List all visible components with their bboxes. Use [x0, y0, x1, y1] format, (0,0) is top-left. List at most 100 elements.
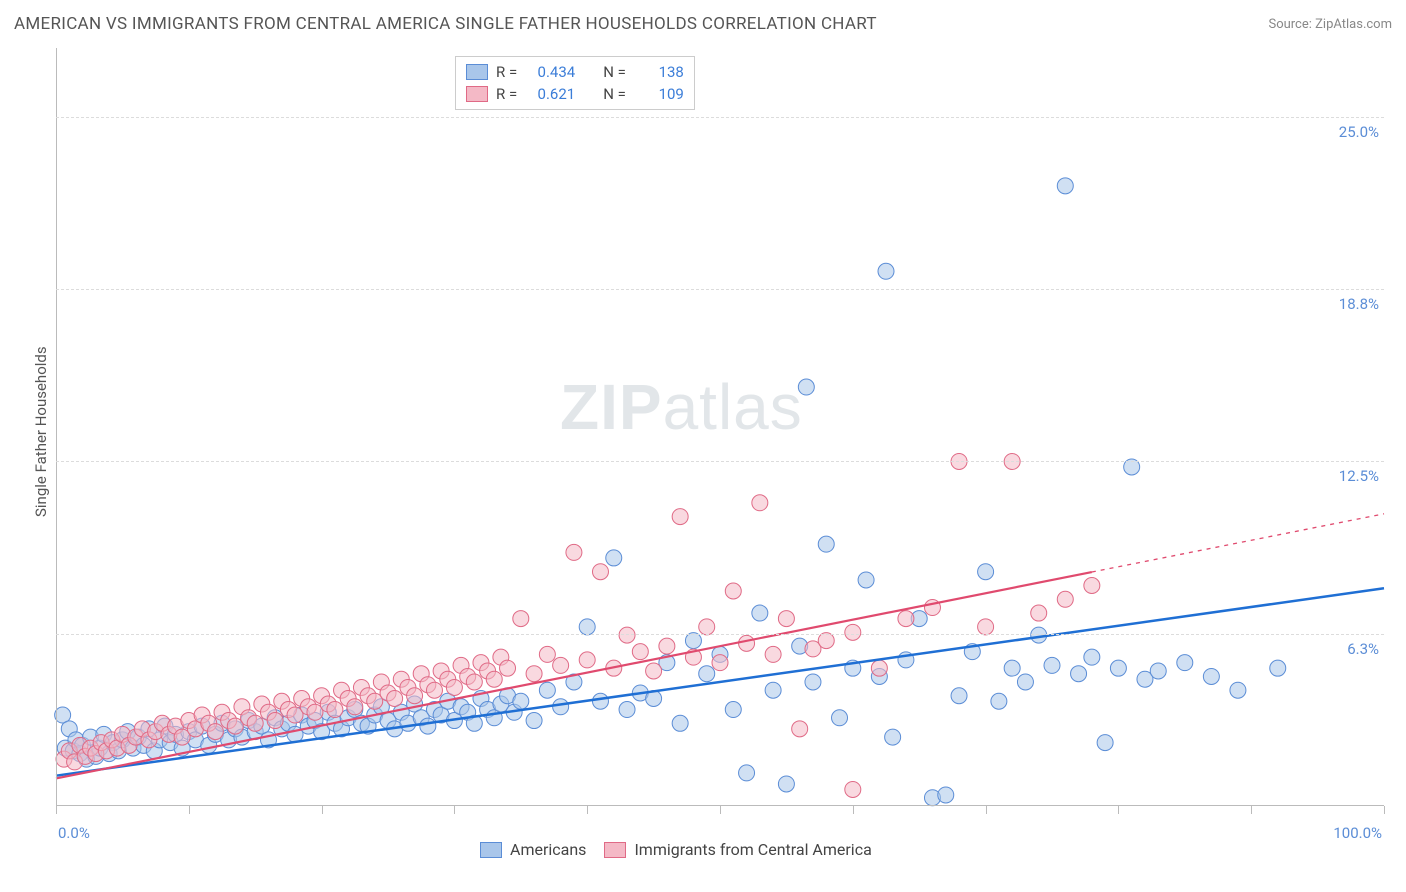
- data-point-immigrants: [500, 660, 516, 676]
- data-point-americans: [420, 718, 436, 734]
- data-point-americans: [1017, 674, 1033, 690]
- legend-correlation: R =0.434N =138R =0.621N =109: [455, 56, 695, 110]
- data-point-americans: [991, 693, 1007, 709]
- regression-line-americans: [56, 588, 1384, 775]
- data-point-americans: [699, 666, 715, 682]
- data-point-immigrants: [632, 644, 648, 660]
- data-point-immigrants: [792, 721, 808, 737]
- data-point-immigrants: [267, 713, 283, 729]
- data-point-americans: [1203, 668, 1219, 684]
- data-point-immigrants: [818, 633, 834, 649]
- data-point-immigrants: [898, 611, 914, 627]
- data-point-americans: [778, 776, 794, 792]
- data-point-americans: [553, 699, 569, 715]
- data-point-immigrants: [407, 688, 423, 704]
- y-tick-label: 6.3%: [1329, 640, 1379, 658]
- data-point-immigrants: [327, 702, 343, 718]
- data-point-immigrants: [486, 671, 502, 687]
- data-point-immigrants: [659, 638, 675, 654]
- data-point-americans: [539, 682, 555, 698]
- legend-swatch: [480, 842, 502, 858]
- data-point-immigrants: [466, 674, 482, 690]
- data-point-americans: [798, 379, 814, 395]
- data-point-americans: [752, 605, 768, 621]
- data-point-immigrants: [347, 699, 363, 715]
- data-point-immigrants: [712, 655, 728, 671]
- data-point-americans: [1044, 657, 1060, 673]
- data-point-americans: [1057, 178, 1073, 194]
- legend-correlation-row: R =0.434N =138: [466, 61, 684, 83]
- data-point-immigrants: [566, 544, 582, 560]
- source-label: Source: ZipAtlas.com: [1268, 17, 1392, 32]
- x-tick-label: 0.0%: [58, 824, 90, 842]
- data-point-immigrants: [526, 666, 542, 682]
- data-point-immigrants: [778, 611, 794, 627]
- x-tick-label: 100.0%: [1332, 824, 1382, 842]
- legend-series-label: Americans: [510, 840, 586, 859]
- data-point-immigrants: [871, 660, 887, 676]
- data-point-americans: [885, 729, 901, 745]
- data-point-immigrants: [207, 724, 223, 740]
- data-point-americans: [1084, 649, 1100, 665]
- data-point-americans: [1150, 663, 1166, 679]
- data-point-immigrants: [579, 652, 595, 668]
- data-point-americans: [878, 263, 894, 279]
- data-point-immigrants: [845, 624, 861, 640]
- data-point-immigrants: [672, 509, 688, 525]
- data-point-americans: [1270, 660, 1286, 676]
- data-point-immigrants: [646, 663, 662, 679]
- data-point-americans: [765, 682, 781, 698]
- y-tick-label: 25.0%: [1329, 123, 1379, 141]
- data-point-americans: [685, 633, 701, 649]
- data-point-immigrants: [446, 679, 462, 695]
- data-point-americans: [858, 572, 874, 588]
- legend-swatch: [466, 86, 488, 102]
- data-point-americans: [978, 564, 994, 580]
- data-point-americans: [818, 536, 834, 552]
- data-point-americans: [832, 710, 848, 726]
- data-point-immigrants: [1031, 605, 1047, 621]
- title-bar: AMERICAN VS IMMIGRANTS FROM CENTRAL AMER…: [14, 14, 1392, 34]
- data-point-americans: [1230, 682, 1246, 698]
- legend-swatch: [466, 64, 488, 80]
- data-point-americans: [739, 765, 755, 781]
- data-point-americans: [513, 693, 529, 709]
- data-point-americans: [1097, 735, 1113, 751]
- y-tick-label: 18.8%: [1329, 295, 1379, 313]
- data-point-immigrants: [725, 583, 741, 599]
- data-point-immigrants: [387, 691, 403, 707]
- data-point-americans: [606, 550, 622, 566]
- data-point-americans: [938, 787, 954, 803]
- legend-series-item: Americans: [480, 840, 586, 859]
- legend-series-label: Immigrants from Central America: [634, 840, 871, 859]
- data-point-immigrants: [539, 646, 555, 662]
- chart-svg: [56, 48, 1384, 806]
- y-tick-label: 12.5%: [1329, 467, 1379, 485]
- data-point-americans: [526, 713, 542, 729]
- regression-line-ext-immigrants: [1092, 514, 1384, 572]
- data-point-immigrants: [845, 781, 861, 797]
- data-point-immigrants: [978, 619, 994, 635]
- data-point-immigrants: [752, 495, 768, 511]
- data-point-americans: [951, 688, 967, 704]
- data-point-immigrants: [426, 682, 442, 698]
- legend-correlation-row: R =0.621N =109: [466, 83, 684, 105]
- data-point-immigrants: [553, 657, 569, 673]
- legend-series: Americans Immigrants from Central America: [480, 840, 872, 859]
- data-point-americans: [725, 702, 741, 718]
- data-point-americans: [1110, 660, 1126, 676]
- data-point-americans: [579, 619, 595, 635]
- regression-line-immigrants: [56, 572, 1092, 778]
- data-point-immigrants: [619, 627, 635, 643]
- data-point-immigrants: [739, 635, 755, 651]
- data-point-americans: [672, 715, 688, 731]
- legend-series-item: Immigrants from Central America: [604, 840, 871, 859]
- data-point-immigrants: [1084, 577, 1100, 593]
- data-point-immigrants: [513, 611, 529, 627]
- data-point-americans: [1004, 660, 1020, 676]
- data-point-immigrants: [699, 619, 715, 635]
- data-point-americans: [1177, 655, 1193, 671]
- data-point-immigrants: [1057, 591, 1073, 607]
- data-point-immigrants: [247, 715, 263, 731]
- plot-area: 6.3%12.5%18.8%25.0%0.0%100.0%: [56, 48, 1384, 806]
